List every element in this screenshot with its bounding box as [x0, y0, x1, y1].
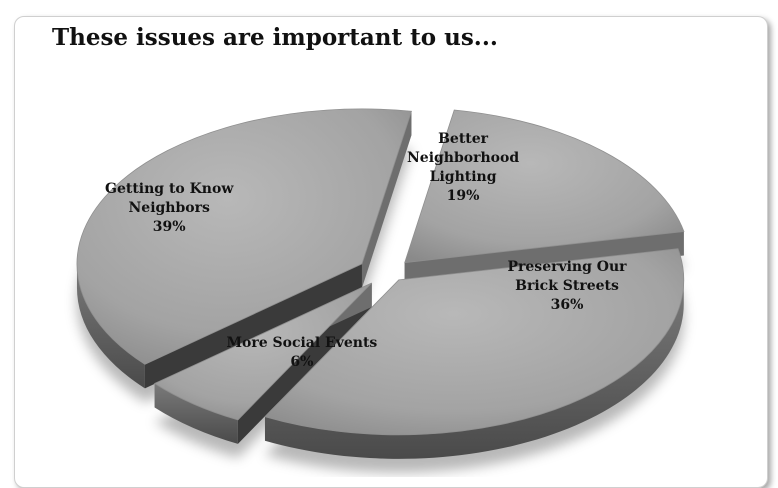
slice-label-preserving-our-brick-streets: Preserving Our Brick Streets 36% — [508, 258, 627, 315]
slice-value-label: 36% — [550, 297, 584, 313]
slice-label-more-social-events: More Social Events 6% — [227, 334, 378, 372]
slice-getting-to-know-neighbors-wall — [144, 263, 362, 389]
slice-label-better-neighborhood-lighting: Better Neighborhood Lighting 19% — [407, 130, 519, 206]
slice-value-label: 39% — [152, 219, 186, 235]
slice-preserving-our-brick-streets — [264, 248, 685, 436]
slice-more-social-events-wall — [237, 283, 372, 444]
slice-tops — [76, 108, 685, 436]
slice-label-getting-to-know-neighbors: Getting to Know Neighbors 39% — [105, 180, 233, 237]
slice-more-social-events-rim — [154, 383, 238, 444]
slice-getting-to-know-neighbors-rim — [76, 263, 145, 389]
pie-chart — [76, 108, 685, 473]
slice-value-label: 6% — [290, 354, 314, 370]
slice-label-line: Lighting — [429, 169, 497, 185]
slice-value-label: 19% — [446, 188, 480, 204]
slice-label-line: Brick Streets — [515, 278, 619, 294]
slice-label-line: Better — [438, 131, 489, 147]
slice-more-social-events — [153, 282, 372, 421]
slice-getting-to-know-neighbors-wall — [361, 111, 412, 288]
slice-label-line: Preserving Our — [507, 259, 627, 275]
slice-label-line: Neighborhood — [407, 150, 520, 166]
chart-title: These issues are important to us... — [52, 24, 498, 51]
slice-label-line: Getting to Know — [105, 181, 234, 197]
slice-preserving-our-brick-streets-rim — [264, 279, 684, 459]
slice-better-neighborhood-lighting — [404, 109, 685, 264]
slice-getting-to-know-neighbors — [76, 108, 412, 365]
slice-label-line: More Social Events — [226, 335, 378, 351]
slice-label-line: Neighbors — [128, 200, 210, 216]
